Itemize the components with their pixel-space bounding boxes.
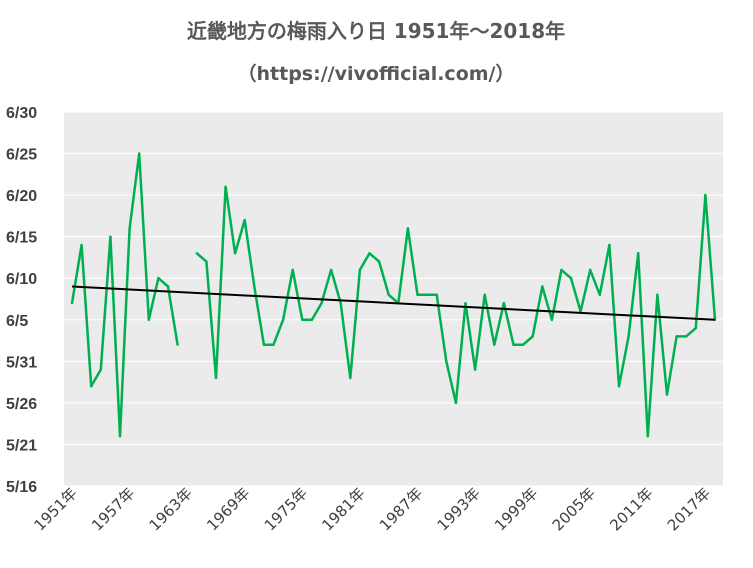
data-point (205, 260, 208, 263)
data-point (310, 318, 314, 321)
data-point (339, 301, 342, 305)
y-axis-ticks: 5/16 5/21 5/26 5/31 6/5 6/10 6/15 6/20 6/25 6/30 (6, 105, 37, 496)
data-point (425, 293, 429, 297)
data-point (608, 243, 611, 247)
y-tick-label: 6/15 (6, 230, 37, 247)
y-tick-label: 6/5 (6, 313, 28, 330)
data-point (166, 285, 170, 288)
data-point (214, 376, 218, 380)
data-point (454, 401, 458, 405)
y-tick-label: 6/20 (6, 188, 37, 205)
data-point (512, 343, 515, 346)
data-point (128, 227, 131, 230)
data-point (598, 293, 602, 297)
data-point (176, 343, 179, 346)
data-point (569, 277, 573, 280)
data-point (541, 285, 544, 288)
data-point (665, 393, 669, 396)
data-point (157, 277, 160, 280)
data-point (329, 268, 333, 272)
y-tick-label: 5/21 (6, 437, 37, 454)
data-point (109, 235, 112, 238)
data-point (464, 301, 467, 305)
y-tick-label: 5/31 (6, 354, 37, 371)
data-point (243, 218, 246, 222)
data-point (349, 376, 352, 380)
data-point (291, 268, 294, 272)
data-point (272, 343, 275, 346)
data-point (281, 318, 285, 321)
y-tick-label: 6/30 (6, 105, 37, 122)
data-point (445, 360, 448, 363)
trendline-series (71, 285, 716, 321)
data-point (70, 301, 74, 305)
chart-title: 近畿地方の梅雨入り日 1951年～2018年 (187, 19, 565, 43)
data-point (262, 343, 266, 346)
y-tick-label: 5/16 (6, 479, 37, 496)
data-point (483, 293, 486, 297)
data-point (646, 434, 650, 438)
data-point (80, 243, 83, 247)
y-tick-label: 6/10 (6, 271, 37, 288)
data-point (195, 252, 198, 255)
data-point (473, 368, 477, 371)
data-point (589, 268, 592, 272)
data-point (137, 152, 141, 155)
y-tick-label: 5/26 (6, 396, 37, 413)
data-point (560, 268, 563, 272)
data-point (435, 293, 438, 297)
data-point (627, 335, 630, 338)
data-point (377, 260, 381, 263)
data-point (118, 434, 122, 438)
data-point (89, 385, 93, 388)
data-point (387, 293, 390, 297)
data-point (521, 343, 525, 346)
series-line (70, 152, 179, 438)
data-point (531, 335, 534, 338)
data-point (656, 293, 659, 297)
data-point (694, 326, 698, 330)
data-point (685, 335, 688, 338)
data-point (617, 385, 621, 388)
data-point (224, 185, 227, 188)
data-point (406, 227, 410, 230)
data-point (368, 252, 371, 255)
trendline (71, 285, 716, 321)
y-tick-label: 6/25 (6, 147, 37, 164)
chart-subtitle: （https://vivofficial.com/） (238, 62, 515, 85)
data-point (253, 285, 256, 288)
data-point (416, 293, 419, 297)
data-point (550, 318, 554, 321)
data-point (233, 252, 237, 255)
data-point (502, 301, 506, 305)
data-point (358, 268, 362, 272)
data-point (147, 318, 150, 321)
data-point (301, 318, 304, 321)
data-series (70, 152, 717, 438)
data-point (493, 343, 496, 346)
series-layer (70, 152, 717, 438)
data-point (99, 368, 102, 371)
data-point (675, 335, 678, 338)
data-point (320, 301, 323, 305)
data-point (704, 193, 707, 197)
data-point (637, 252, 640, 255)
